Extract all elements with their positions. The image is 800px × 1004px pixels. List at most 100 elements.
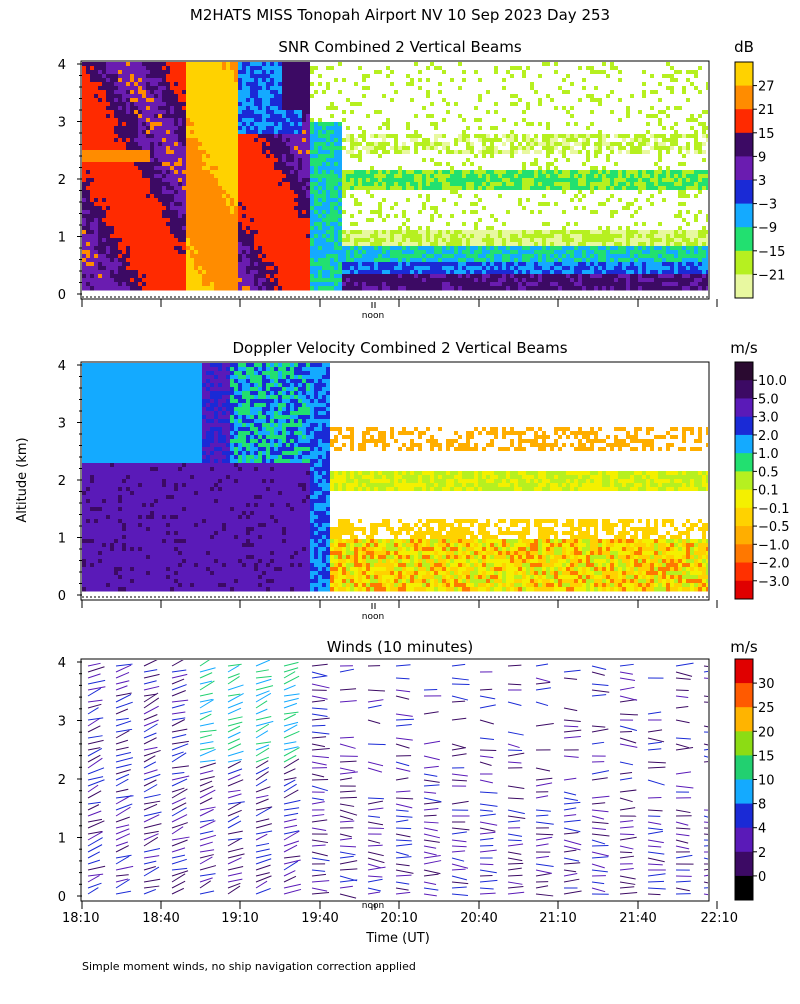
snr-cell <box>174 258 179 263</box>
snr-cell <box>278 74 283 79</box>
snr-cell <box>398 258 403 263</box>
snr-cell <box>278 230 283 235</box>
snr-cell <box>298 122 303 127</box>
snr-cell <box>418 82 423 87</box>
snr-cell <box>178 226 183 231</box>
snr-cell <box>106 198 111 203</box>
snr-cell <box>246 170 251 175</box>
snr-cell <box>366 170 371 175</box>
snr-cell <box>414 162 419 167</box>
snr-cell <box>258 66 263 71</box>
snr-cell <box>242 66 247 71</box>
snr-cell <box>370 74 375 79</box>
snr-cell <box>242 270 247 275</box>
snr-cell <box>190 222 195 227</box>
snr-cell <box>326 66 331 71</box>
snr-cell <box>130 238 135 243</box>
snr-cell <box>254 94 259 99</box>
snr-cell <box>318 122 323 127</box>
snr-cell <box>154 242 159 247</box>
snr-cell <box>250 146 255 151</box>
snr-cell <box>338 114 343 119</box>
snr-cell <box>350 218 355 223</box>
snr-cell <box>154 190 159 195</box>
snr-cell <box>326 194 331 199</box>
snr-cell <box>366 186 371 191</box>
snr-cell <box>298 110 303 115</box>
snr-cell <box>82 70 87 75</box>
snr-cell <box>326 274 331 279</box>
snr-cell <box>186 94 191 99</box>
snr-cell <box>198 110 203 115</box>
snr-cell <box>398 62 403 67</box>
snr-cell <box>274 70 279 75</box>
snr-cell <box>202 170 207 175</box>
snr-cell <box>402 226 407 231</box>
snr-cell <box>186 254 191 259</box>
snr-cell <box>410 194 415 199</box>
snr-cell <box>234 186 239 191</box>
snr-cell <box>366 202 371 207</box>
snr-cell <box>362 250 367 255</box>
snr-cell <box>110 278 115 283</box>
snr-cell <box>82 166 87 171</box>
snr-cell <box>358 234 363 239</box>
snr-cell <box>118 274 123 279</box>
snr-cell <box>318 214 323 219</box>
snr-cell <box>422 258 427 263</box>
snr-cell <box>278 246 283 251</box>
snr-cell <box>166 174 171 179</box>
snr-cell <box>146 234 151 239</box>
snr-cell <box>202 214 207 219</box>
snr-cell <box>230 170 235 175</box>
snr-cell <box>206 122 211 127</box>
snr-cell <box>338 138 343 143</box>
snr-cell <box>254 98 259 103</box>
snr-cell <box>106 258 111 263</box>
snr-cell <box>118 182 123 187</box>
snr-cell <box>314 210 319 215</box>
snr-cell <box>242 198 247 203</box>
snr-cell <box>358 222 363 227</box>
snr-cell <box>186 266 191 271</box>
snr-cell <box>246 266 251 271</box>
snr-cell <box>266 226 271 231</box>
snr-cell <box>242 126 247 131</box>
snr-cell <box>414 102 419 107</box>
snr-cell <box>118 266 123 271</box>
snr-cell <box>398 234 403 239</box>
snr-cell <box>90 266 95 271</box>
snr-cell <box>90 226 95 231</box>
snr-cell <box>326 222 331 227</box>
snr-cell <box>170 266 175 271</box>
snr-cell <box>110 262 115 267</box>
snr-cell <box>298 82 303 87</box>
snr-cell <box>138 230 143 235</box>
snr-cell <box>270 254 275 259</box>
snr-cell <box>98 154 103 159</box>
snr-cell <box>86 178 91 183</box>
snr-cell <box>314 62 319 67</box>
snr-cell <box>306 110 311 115</box>
snr-cell <box>86 206 91 211</box>
snr-cell <box>386 286 391 291</box>
snr-cell <box>206 178 211 183</box>
snr-cell <box>278 190 283 195</box>
snr-cell <box>314 74 319 79</box>
snr-cell <box>134 278 139 283</box>
snr-cell <box>382 154 387 159</box>
snr-cell <box>170 174 175 179</box>
snr-cell <box>154 282 159 287</box>
snr-cell <box>82 154 87 159</box>
snr-cell <box>266 126 271 131</box>
snr-cell <box>86 194 91 199</box>
snr-cell <box>346 138 351 143</box>
snr-cell <box>106 270 111 275</box>
snr-cell <box>330 154 335 159</box>
snr-cell <box>86 190 91 195</box>
snr-cell <box>194 86 199 91</box>
snr-cell <box>126 122 131 127</box>
snr-cell <box>386 70 391 75</box>
snr-cell <box>202 254 207 259</box>
snr-cell <box>202 198 207 203</box>
